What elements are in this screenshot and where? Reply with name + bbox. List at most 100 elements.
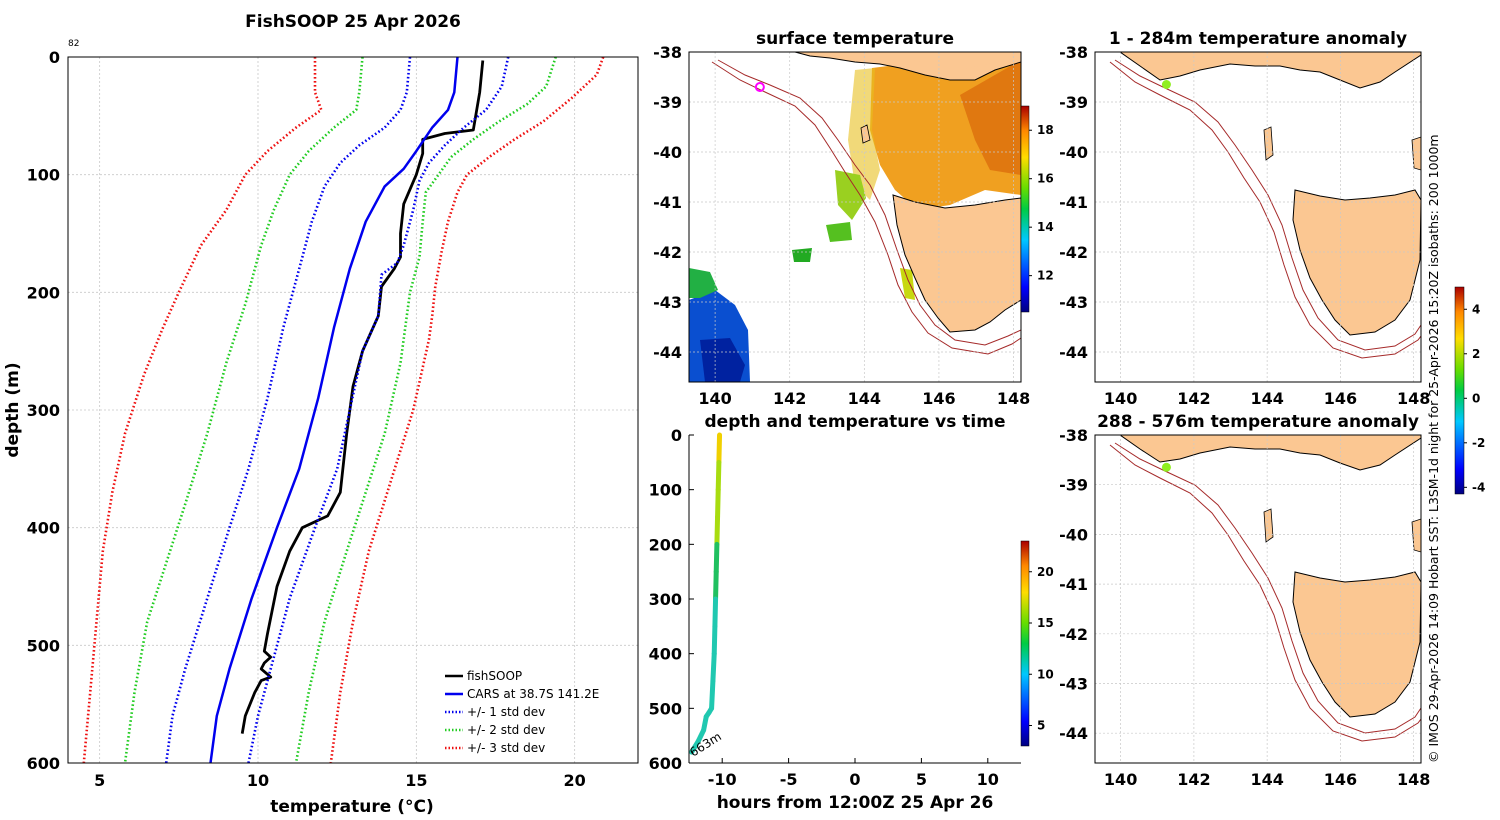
time-xtick-label: -5 <box>780 770 798 789</box>
profile-xtick-label: 20 <box>564 771 586 790</box>
legend-label-fishsoop: fishSOOP <box>467 669 522 683</box>
anomaly-colorbar-label: 4 <box>1472 302 1480 316</box>
time-track-segment <box>714 514 721 547</box>
time-track-segment <box>689 738 701 755</box>
time-track-segment <box>710 651 717 684</box>
anom-lower-lat-label: -41 <box>1059 575 1088 594</box>
anomaly-map-lower-panel: 288 - 576m temperature anomaly 140 142 144… <box>1059 286 1485 789</box>
anom-lower-lon-label: 144 <box>1250 770 1283 789</box>
anom1-mainland-land <box>1119 52 1421 89</box>
anom-lower-lat-label: -40 <box>1059 525 1088 544</box>
sst-bass-strait-hot <box>960 60 1021 175</box>
anomaly-map-lower-tick-labels: 140 142 144 146 148 -38 -39 -40 -41 -42 -43 -44 <box>1059 426 1430 789</box>
time-ytick-label: 500 <box>649 699 682 718</box>
sst-map-lat-label: -41 <box>653 193 682 212</box>
anom1-isobath-1000 <box>1109 61 1421 359</box>
sst-patch-green-1 <box>835 170 866 220</box>
sst-map-lon-label: 142 <box>773 389 806 408</box>
profile-ylabel: depth (m) <box>3 362 23 457</box>
anom-upper-lat-label: -44 <box>1059 343 1088 362</box>
profile-legend: fishSOOP CARS at 38.7S 141.2E +/- 1 std … <box>445 669 599 755</box>
legend-label-std2: +/- 2 std dev <box>467 723 545 737</box>
time-panel: depth and temperature vs time 663m -10 -5… <box>649 412 1054 813</box>
profile-line-cars-1sd <box>164 57 412 763</box>
legend-label-std1: +/- 1 std dev <box>467 705 545 719</box>
sst-east-coast-strip <box>900 268 915 300</box>
profile-ytick-label: 400 <box>27 519 60 538</box>
sst-colorbar-label: 16 <box>1037 172 1054 186</box>
sst-isobath-1000 <box>711 61 1021 355</box>
anom-upper-lon-label: 146 <box>1324 389 1357 408</box>
profile-corner-note: 82 <box>68 39 79 49</box>
time-xtick-label: -10 <box>708 770 737 789</box>
anomaly-lower-float-marker <box>1161 462 1171 472</box>
sst-west-cold-deep <box>700 338 745 382</box>
anomaly-map-upper-frame <box>1094 51 1422 383</box>
anom-upper-lat-label: -38 <box>1059 43 1088 62</box>
anom2-isobath-1000 <box>1109 444 1421 742</box>
time-ytick-label: 600 <box>649 754 682 773</box>
anom-lower-lat-label: -38 <box>1059 426 1088 445</box>
anom-upper-lat-label: -42 <box>1059 243 1088 262</box>
sst-king-island <box>860 124 871 144</box>
anom1-flinders-island <box>1411 136 1421 171</box>
time-colorbar-ticks: 5 10 15 20 <box>1029 565 1054 733</box>
sst-colorbar <box>1020 105 1030 313</box>
time-ytick-label: 200 <box>649 535 682 554</box>
sst-colorbar-ticks: 12 14 16 18 <box>1029 123 1054 283</box>
time-ytick-label: 300 <box>649 590 682 609</box>
time-track-segment <box>716 432 723 465</box>
time-xlabel: hours from 12:00Z 25 Apr 26 <box>717 793 994 813</box>
anomaly-upper-float-marker <box>1161 80 1171 89</box>
anomaly-map-lower-grid <box>1095 434 1421 763</box>
anom-lower-lat-label: -44 <box>1059 724 1088 743</box>
sst-map-tick-labels: 140 142 144 146 148 -38 -39 -40 -41 -42 -43 -44 <box>653 43 1030 408</box>
profile-series <box>82 57 605 763</box>
sst-map-lat-label: -40 <box>653 143 682 162</box>
time-xtick-label: 0 <box>849 770 860 789</box>
time-panel-title: depth and temperature vs time <box>705 412 1006 432</box>
sst-map-lat-label: -44 <box>653 343 682 362</box>
profile-xtick-label: 15 <box>405 771 427 790</box>
profile-line-cars+3sd <box>329 57 605 763</box>
anom-upper-lat-label: -43 <box>1059 293 1088 312</box>
anomaly-colorbar-ticks: 4 2 0 -2 -4 <box>1464 302 1485 494</box>
anom-upper-lon-label: 142 <box>1177 389 1210 408</box>
anomaly-colorbar-label: 0 <box>1472 391 1480 405</box>
profile-xlabel: temperature (°C) <box>270 797 434 817</box>
time-track-segment <box>712 596 719 629</box>
profile-line-cars-2sd <box>123 57 364 763</box>
time-ytick-label: 400 <box>649 645 682 664</box>
sst-map-lon-label: 140 <box>698 389 731 408</box>
sst-float-marker <box>754 82 765 92</box>
anom-lower-lon-label: 148 <box>1397 770 1430 789</box>
anom-upper-lon-label: 144 <box>1250 389 1283 408</box>
time-ytick-label: 100 <box>649 481 682 500</box>
time-colorbar-label: 5 <box>1037 719 1045 733</box>
profile-ytick-label: 600 <box>27 754 60 773</box>
time-track <box>689 432 723 755</box>
anomaly-map-lower-title: 288 - 576m temperature anomaly <box>1097 412 1419 432</box>
anom-lower-lat-label: -42 <box>1059 625 1088 644</box>
sst-patch-green-3 <box>826 222 852 242</box>
sst-map-lat-label: -38 <box>653 43 682 62</box>
anomaly-map-upper-grid <box>1095 51 1421 382</box>
anom2-isobath-200 <box>1114 442 1421 734</box>
anom-lower-lon-label: 140 <box>1104 770 1137 789</box>
sst-map-lon-label: 148 <box>997 389 1030 408</box>
profile-axes-frame <box>67 56 639 764</box>
time-track-segment <box>715 459 722 493</box>
sst-colorbar-label: 14 <box>1037 220 1054 234</box>
time-track-segment <box>715 487 721 520</box>
sst-colorbar-label: 18 <box>1037 123 1054 137</box>
anom-lower-lat-label: -39 <box>1059 476 1088 495</box>
anomaly-map-upper-title: 1 - 284m temperature anomaly <box>1109 29 1407 49</box>
sst-tasmania-land <box>892 194 1021 333</box>
sst-map-lon-label: 144 <box>848 389 881 408</box>
anomaly-colorbar-label: -4 <box>1472 480 1485 494</box>
anom-upper-lat-label: -40 <box>1059 143 1088 162</box>
sst-colorbar-label: 12 <box>1037 269 1054 283</box>
anomaly-map-lower-geography <box>1109 435 1421 742</box>
anomaly-map-lower-frame <box>1094 434 1422 764</box>
